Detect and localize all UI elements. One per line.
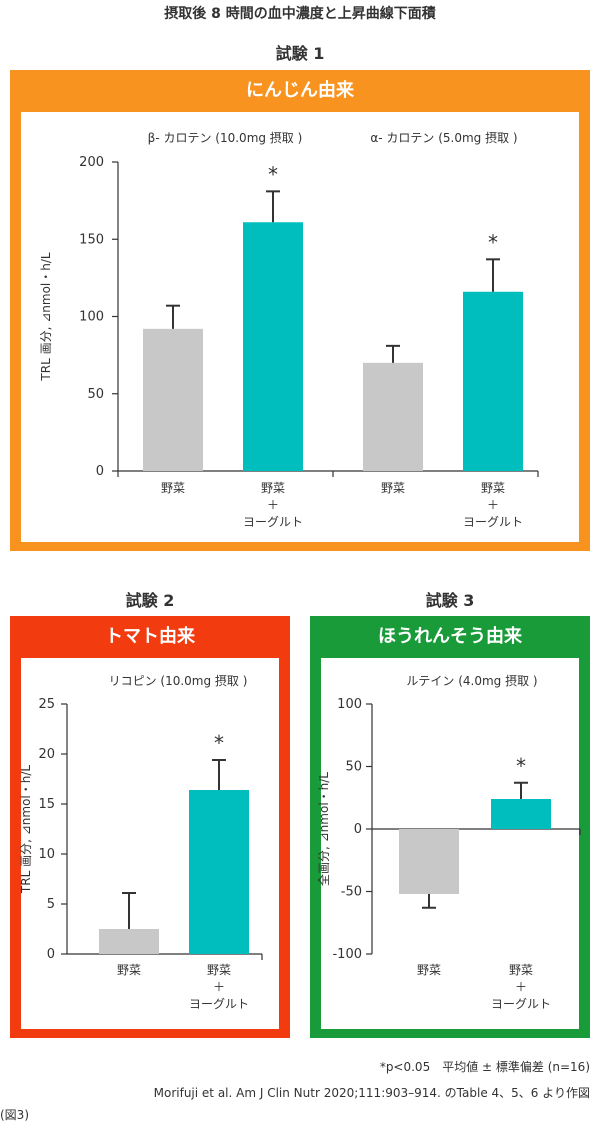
chart1-y-tick-label: 0	[96, 464, 104, 479]
chart1-significance-marker: *	[488, 230, 498, 254]
footnote-source: Morifuji et al. Am J Clin Nutr 2020;111:…	[153, 1086, 590, 1100]
chart1-bar	[463, 291, 523, 471]
chart1-category-label: 野菜	[481, 481, 505, 495]
chart3-bar	[399, 829, 459, 894]
chart2-bar	[189, 790, 249, 954]
trial2-header: トマト由来	[105, 626, 195, 647]
chart1-category-label: 野菜	[161, 481, 185, 495]
chart1-significance-marker: *	[268, 162, 278, 186]
chart1-y-axis-label: TRL 画分, ⊿nmol・h/L	[39, 252, 53, 381]
trial1-header: にんじん由来	[246, 80, 354, 101]
chart3-y-tick-label: 0	[354, 822, 362, 837]
trial2-panel: トマト由来	[10, 616, 290, 1038]
chart2-y-axis-label: TRL 画分, ⊿nmol・h/L	[19, 765, 33, 894]
chart1-category-label: 野菜	[381, 481, 405, 495]
chart3-category-label: 野菜	[509, 963, 533, 977]
chart2-y-tick-label: 0	[47, 947, 55, 962]
chart3-category-label: 野菜	[417, 963, 441, 977]
chart1-category-label: ヨーグルト	[463, 515, 523, 529]
chart2-bar	[99, 929, 159, 954]
chart1-y-tick-label: 100	[79, 310, 104, 325]
trial2-label: 試験 2	[125, 591, 175, 610]
chart2-category-label: 野菜	[207, 963, 231, 977]
chart2-y-tick-label: 10	[38, 847, 55, 862]
chart1-y-tick-label: 50	[87, 387, 104, 402]
chart1-category-label: ＋	[267, 498, 279, 512]
chart2-subtitle: リコピン (10.0mg 摂取 )	[109, 673, 248, 688]
trial1-label: 試験 1	[275, 44, 325, 63]
footnote-stats: *p<0.05 平均値 ± 標準偏差 (n=16)	[379, 1060, 590, 1074]
chart1-bar	[363, 362, 423, 471]
chart1-category-label: ＋	[487, 498, 499, 512]
chart3-significance-marker: *	[516, 754, 526, 778]
chart1-category-label: 野菜	[261, 481, 285, 495]
chart2-significance-marker: *	[214, 731, 224, 755]
chart1-y-tick-label: 150	[79, 232, 104, 247]
chart1-category-label: ヨーグルト	[243, 515, 303, 529]
chart1-subtitle: α- カロテン (5.0mg 摂取 )	[370, 130, 517, 145]
chart2-y-tick-label: 25	[38, 697, 55, 712]
chart3-category-label: ヨーグルト	[491, 997, 551, 1011]
chart2-y-tick-label: 5	[47, 897, 55, 912]
chart1-bar	[243, 222, 303, 471]
chart2-y-tick-label: 15	[38, 797, 55, 812]
trial3-label: 試験 3	[425, 591, 475, 610]
chart3-y-tick-label: 100	[337, 697, 362, 712]
chart1-bar	[143, 328, 203, 471]
chart1-subtitle: β- カロテン (10.0mg 摂取 )	[148, 130, 303, 145]
page-title: 摂取後 8 時間の血中濃度と上昇曲線下面積	[164, 6, 436, 22]
chart2-category-label: 野菜	[117, 963, 141, 977]
trial3-header: ほうれんそう由来	[378, 626, 522, 647]
chart3-y-tick-label: 50	[345, 760, 362, 775]
chart1-y-tick-label: 200	[79, 155, 104, 170]
chart3-y-axis-label: 全画分, ⊿nmol・h/L	[316, 772, 331, 886]
figure-label: (図3)	[0, 1108, 29, 1122]
chart3-bar	[491, 799, 551, 829]
chart3-y-tick-label: -50	[341, 885, 362, 900]
chart3-category-label: ＋	[515, 980, 527, 994]
chart3-subtitle: ルテイン (4.0mg 摂取 )	[406, 673, 537, 688]
chart2-category-label: ＋	[213, 980, 225, 994]
chart2-category-label: ヨーグルト	[189, 997, 249, 1011]
chart3-y-tick-label: -100	[332, 947, 362, 962]
chart2-y-tick-label: 20	[38, 747, 55, 762]
